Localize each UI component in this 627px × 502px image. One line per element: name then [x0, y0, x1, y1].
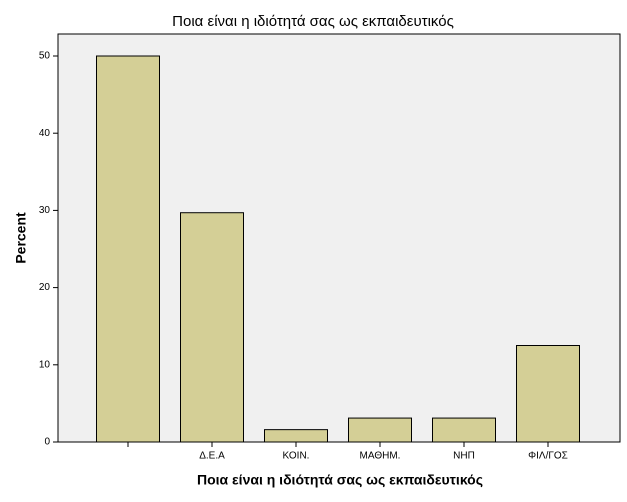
x-tick-label: ΚΟΙΝ.	[283, 451, 310, 462]
bar	[264, 429, 328, 443]
x-axis-label: Ποια είναι η ιδιότητά σας ως εκπαιδευτικ…	[197, 472, 483, 488]
x-tick-label: ΝΗΠ	[453, 451, 475, 462]
y-tick-label: 30	[39, 205, 51, 216]
y-tick-label: 10	[39, 359, 51, 370]
y-tick-label: 20	[39, 282, 51, 293]
bar	[96, 55, 160, 443]
chart-title: Ποια είναι η ιδιότητά σας ως εκπαιδευτικ…	[172, 13, 454, 30]
bar	[348, 417, 412, 443]
bar	[432, 417, 496, 443]
bar	[180, 212, 244, 443]
y-tick-label: 50	[39, 51, 51, 62]
y-axis-label: Percent	[13, 212, 29, 264]
bar	[516, 345, 580, 443]
x-tick-label: ΜΑΘΗΜ.	[360, 451, 401, 462]
y-tick-label: 0	[44, 437, 50, 448]
x-tick-label: Δ.Ε.Α	[199, 451, 225, 462]
x-tick-label: ΦΙΛ/ΓΟΣ	[528, 451, 568, 462]
y-tick-label: 40	[39, 128, 51, 139]
